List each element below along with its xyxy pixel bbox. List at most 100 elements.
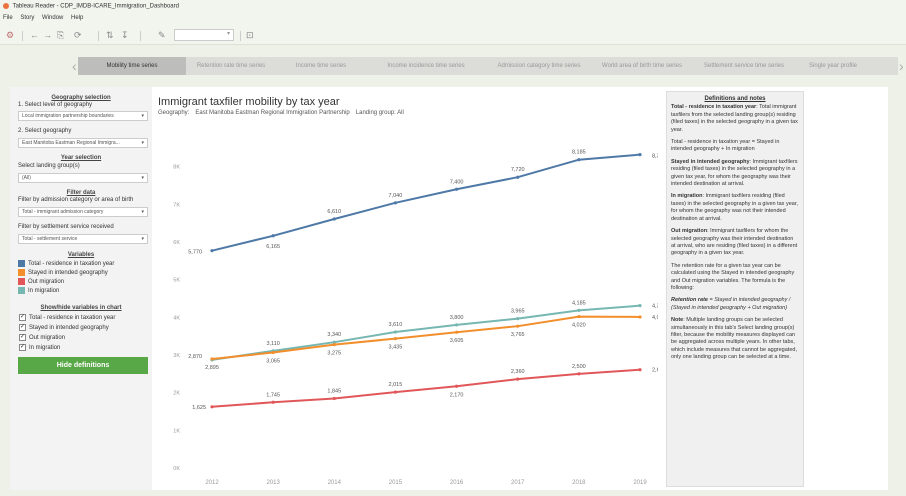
admission-dropdown[interactable]: Total - immigrant admission category ▾ [18,207,148,217]
retention-formula: Retention rate = Stayed in intended geog… [671,297,799,312]
settlement-value: Total - settlement service [22,236,78,242]
menu-file[interactable]: File [3,15,13,21]
forward-icon[interactable]: → [43,30,52,40]
settlement-label: Filter by settlement service received [18,224,114,230]
checkbox-checked-icon[interactable]: ✓ [19,344,26,351]
data-point [577,308,581,312]
tab-world-area-of-birth[interactable]: World area of birth time series [602,63,682,69]
menu-story[interactable]: Story [20,15,35,21]
tab-retention-rate[interactable]: Retention rate time series [196,63,266,69]
back-icon[interactable]: ← [30,30,39,40]
definition-text: : Immigrant taxfilers residing (filed ta… [671,193,798,222]
tab-mobility-time-series[interactable]: Mobility time series [78,57,186,75]
geography-header: Geography selection [51,95,111,101]
menu-bar: File Story Window Help [0,13,906,25]
presentation-icon[interactable]: ⊡ [246,30,254,40]
geo-value: East Manitoba Eastman Regional Immigra..… [22,140,120,146]
tab-settlement-service[interactable]: Settlement service time series [703,63,785,69]
x-tick-label: 2015 [389,480,403,486]
menu-help[interactable]: Help [71,15,84,21]
landing-dropdown[interactable]: (All) ▾ [18,173,148,183]
definition-term: In migration [671,193,703,200]
y-tick-label: 7K [173,202,180,208]
menu-window[interactable]: Window [42,15,64,21]
retention-formula-term: Retention rate [671,297,708,304]
refresh-icon[interactable]: ⟳ [74,30,82,40]
series-line [211,315,641,360]
geo-level-value: Local immigration partnership boundaries [22,113,114,119]
data-label: 6,610 [327,209,341,215]
checkbox-row[interactable]: ✓ Total - residence in taxation year [19,314,115,322]
revert-icon[interactable]: ⎘ [57,30,65,40]
chevron-left-icon[interactable]: ‹ [72,58,77,74]
x-tick-label: 2012 [205,480,219,486]
hide-definitions-button[interactable]: Hide definitions [18,357,148,374]
highlight-select[interactable]: ▾ [174,29,234,41]
data-label: 3,800 [450,315,464,321]
window-title: Tableau Reader - CDP_IMDB-ICARE_Immigrat… [12,3,179,10]
data-point [638,315,642,319]
chevron-down-icon: ▾ [141,209,144,215]
geo-dropdown[interactable]: East Manitoba Eastman Regional Immigra..… [18,138,148,148]
checkbox-row[interactable]: ✓ In migration [19,344,60,352]
data-label: 2,360 [511,369,525,375]
geography-prefix: Geography: [158,110,190,116]
data-point [577,314,581,319]
tab-admission-category[interactable]: Admission category time series [497,63,581,69]
legend-swatch [18,269,25,276]
note-term: Note [671,317,684,324]
legend-label: In migration [28,288,60,295]
data-point [454,384,459,388]
checkbox-row[interactable]: ✓ Out migration [19,334,65,342]
data-label: 2,895 [205,365,219,371]
definition-text: : Total immigrant taxfilers from the sel… [671,104,798,133]
data-label: 3,110 [266,341,279,347]
data-label: 4,010 [652,315,658,321]
gear-icon[interactable]: ⚙ [6,30,15,40]
y-tick-label: 6K [173,240,180,246]
checkbox-label: Stayed in intended geography [29,325,109,332]
settlement-dropdown[interactable]: Total - settlement service ▾ [18,234,148,244]
highlight-icon[interactable]: ✎ [158,30,166,40]
checkbox-row[interactable]: ✓ Stayed in intended geography [19,324,109,332]
data-label: 1,845 [327,389,341,395]
definition-text: : Immigrant taxfilers for whom the selec… [671,228,798,257]
note-text: Note: Multiple landing groups can be sel… [671,317,799,361]
landing-group-text: Landing group: All [355,110,404,116]
definition-out-migration: Out migration: Immigrant taxfilers for w… [671,228,799,258]
data-point [454,187,459,191]
swap-axes-icon[interactable]: ⇅ [106,30,114,40]
sort-icon[interactable]: ↧ [121,30,129,40]
data-label: 3,065 [266,359,280,365]
y-tick-label: 5K [173,278,180,284]
tab-single-year-profile[interactable]: Single year profile [808,63,858,69]
checkbox-checked-icon[interactable]: ✓ [19,324,26,331]
data-point [393,330,398,334]
checkbox-checked-icon[interactable]: ✓ [19,314,26,321]
tab-income[interactable]: Income time series [295,63,347,69]
data-label: 8,320 [652,154,658,160]
series-line [211,153,641,252]
definition-stayed: Stayed in intended geography: Immigrant … [671,159,799,189]
chevron-down-icon: ▾ [141,175,144,181]
data-point [332,217,336,221]
x-tick-label: 2013 [266,480,280,486]
data-label: 3,435 [389,345,403,351]
data-label: 3,965 [511,309,525,315]
data-label: 7,720 [511,167,525,173]
checkbox-checked-icon[interactable]: ✓ [19,334,26,341]
geo-label: 2. Select geography [18,128,72,134]
chevron-right-icon[interactable]: › [899,58,904,74]
definition-total-formula: Total - residence in taxation year = Sta… [671,139,780,153]
data-label: 4,310 [652,304,658,310]
line-chart[interactable]: 0K 1K 2K 3K 4K 5K 6K 7K 8K 2012 2013 2014 2015 2016 20… [158,123,658,490]
filter-header: Filter data [66,190,96,196]
tab-income-incidence[interactable]: Income incidence time series [387,63,465,69]
checkbox-label: In migration [29,345,61,352]
data-point [454,323,459,327]
x-tick-label: 2018 [572,480,586,486]
story-tab-strip: Mobility time series Retention rate time… [78,57,898,75]
note-body: : Multiple landing groups can be selecte… [671,317,797,361]
toolbar-separator [140,31,141,41]
geo-level-dropdown[interactable]: Local immigration partnership boundaries… [18,111,148,121]
